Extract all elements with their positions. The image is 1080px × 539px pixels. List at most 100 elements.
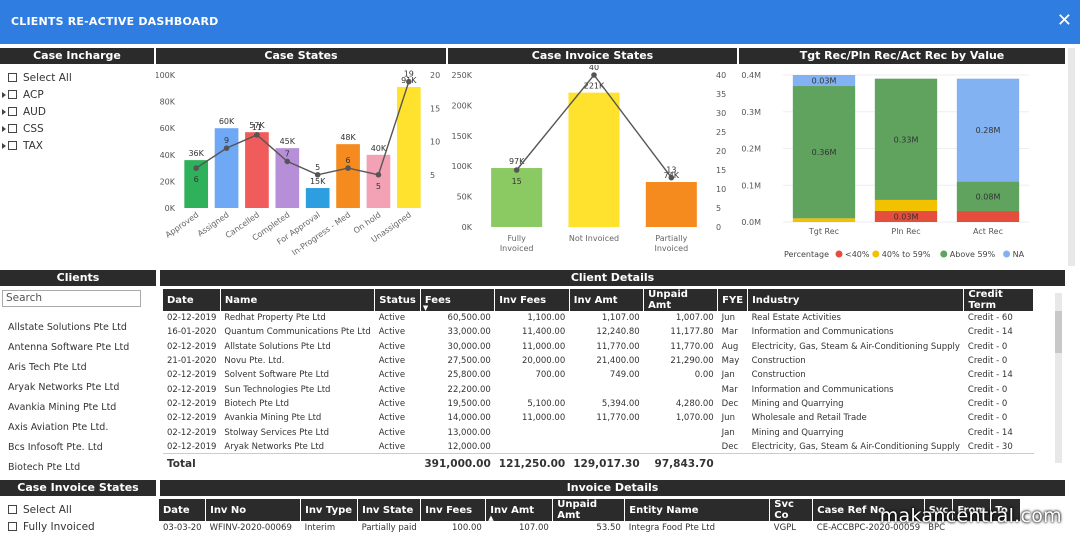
table-cell: Credit - 30 (967, 441, 1013, 452)
client-item[interactable]: Bcs Infosoft Pte. Ltd (8, 442, 103, 453)
table-cell: WFINV-2020-00069 (209, 523, 292, 534)
checkbox-icon[interactable] (8, 73, 17, 82)
sort-desc-icon[interactable]: ▼ (422, 304, 429, 312)
table-row[interactable]: 02-12-2019 Aryak Networks Pte Ltd Active 12… (163, 440, 1034, 454)
inv-column-header-1[interactable]: Inv No (205, 499, 302, 521)
column-header-1[interactable]: Name (220, 289, 376, 311)
table-cell: Interim (304, 523, 336, 534)
inv-column-header-0[interactable]: Date (159, 499, 207, 521)
expand-caret-icon[interactable] (2, 125, 6, 132)
inv-column-header-7[interactable]: Entity Name (624, 499, 771, 521)
inv-column-header-12[interactable]: To (990, 499, 1022, 521)
invoice-details-header: Invoice Details (160, 480, 1065, 496)
checkbox-icon[interactable] (8, 124, 17, 133)
count-data-label: 7 (285, 149, 290, 158)
x-tick-label: Invoiced (654, 244, 688, 253)
checkbox-icon[interactable] (8, 505, 17, 514)
y-tick-label: 0.3M (741, 108, 761, 117)
total-empty (220, 453, 375, 474)
table-cell: 53.50 (596, 523, 621, 534)
expand-caret-icon[interactable] (2, 142, 6, 149)
column-header-7[interactable]: FYE (717, 289, 749, 311)
table-row[interactable]: 02-12-2019 Solvent Software Pte Ltd Active… (163, 368, 1034, 382)
bar-data-label: 40K (371, 144, 387, 153)
scroll-thumb[interactable] (1055, 311, 1062, 353)
table-row[interactable]: 03-03-20 WFINV-2020-00069 Interim Partially… (159, 521, 1021, 535)
client-item[interactable]: Aryak Networks Pte Ltd (8, 382, 120, 393)
top-scrollbar[interactable] (1068, 48, 1075, 266)
x-tick-label: Pln Rec (891, 227, 920, 236)
inv-column-header-8[interactable]: Svc Co (769, 499, 814, 521)
column-header-0[interactable]: Date (163, 289, 221, 311)
table-row[interactable]: 02-12-2019 Stolway Services Pte Ltd Active… (163, 425, 1034, 439)
client-item[interactable]: Antenna Software Pte Ltd (8, 342, 130, 353)
select-all-option[interactable]: Select All (8, 69, 154, 86)
table-cell: Dec (721, 441, 739, 452)
select-all-option[interactable]: Select All (8, 501, 154, 518)
slicer-item-aud[interactable]: AUD (2, 103, 154, 120)
case-invoice-states-slicer-header: Case Invoice States (0, 480, 156, 496)
inv-column-header-9[interactable]: Case Ref No (812, 499, 925, 521)
column-header-5[interactable]: Inv Amt (569, 289, 645, 311)
slicer-item-fully-invoiced[interactable]: Fully Invoiced (8, 518, 154, 535)
client-item[interactable]: Axis Aviation Pte Ltd. (8, 422, 109, 433)
table-cell (569, 425, 643, 439)
column-header-6[interactable]: Unpaid Amt (643, 289, 719, 311)
total-empty (717, 453, 748, 474)
table-cell: 1,100.00 (527, 313, 566, 324)
checkbox-icon[interactable] (8, 141, 17, 150)
table-row[interactable]: 02-12-2019 Sun Technologies Pte Ltd Active… (163, 382, 1034, 396)
inv-column-header-5[interactable]: Inv Amt ▲ (485, 499, 554, 522)
clients-search-input[interactable]: Search (2, 290, 141, 307)
bar (245, 132, 269, 208)
table-cell: 11,770.00 (670, 341, 714, 352)
slicer-item-acp[interactable]: ACP (2, 86, 154, 103)
column-header-2[interactable]: Status (374, 289, 421, 311)
inv-column-header-2[interactable]: Inv Type (300, 499, 359, 521)
client-item[interactable]: Avankia Mining Pte Ltd (8, 402, 117, 413)
checkbox-icon[interactable] (8, 522, 17, 531)
case-states-chart[interactable]: 0K20K40K60K80K100K510152036KApproved60KA… (156, 65, 446, 265)
inv-column-header-10[interactable]: Svc (924, 499, 954, 521)
table-row[interactable]: 21-01-2020 Novu Pte. Ltd. Active 27,500.00 2… (163, 354, 1034, 368)
client-item[interactable]: Aris Tech Pte Ltd (8, 362, 87, 373)
inv-column-header-4[interactable]: Inv Fees (420, 499, 487, 521)
slicer-item-css[interactable]: CSS (2, 120, 154, 137)
column-header-4[interactable]: Inv Fees (494, 289, 570, 311)
table-row[interactable]: 02-12-2019 Avankia Mining Pte Ltd Active 14… (163, 411, 1034, 425)
inv-column-header-6[interactable]: Unpaid Amt (552, 499, 626, 521)
client-item[interactable]: Allstate Solutions Pte Ltd (8, 322, 127, 333)
client-details-scrollbar[interactable] (1055, 293, 1062, 463)
slicer-item-tax[interactable]: TAX (2, 137, 154, 154)
table-row[interactable]: 02-12-2019 Allstate Solutions Pte Ltd Acti… (163, 340, 1034, 354)
expand-caret-icon[interactable] (2, 108, 6, 115)
bar (396, 86, 421, 208)
bar-data-label: 45K (280, 137, 296, 146)
inv-column-header-3[interactable]: Inv State (357, 499, 422, 521)
table-cell: Redhat Property Pte Ltd (224, 313, 326, 324)
table-row[interactable]: 02-12-2019 Redhat Property Pte Ltd Active 6… (163, 311, 1034, 325)
case-invoice-states-chart[interactable]: 0K 50K 100K 150K 200K 250K 0 5 10 15 20 25 30 35 40 97K… (448, 65, 737, 265)
tgt-rec-chart[interactable]: 0.0M 0.1M 0.2M 0.3M 0.4M 0.36M 0.03M Tgt Rec 0.0… (739, 65, 1065, 265)
checkbox-icon[interactable] (8, 107, 17, 116)
column-header-8[interactable]: Industry (747, 289, 965, 311)
stack-segment (956, 210, 1020, 222)
bar-data-label: 60K (219, 117, 235, 126)
table-cell: 02-12-2019 (167, 398, 217, 409)
inv-column-header-11[interactable]: From (952, 499, 992, 521)
checkbox-icon[interactable] (8, 90, 17, 99)
table-cell: Credit - 0 (967, 413, 1008, 424)
bar (214, 128, 239, 208)
column-header-9[interactable]: Credit Term (963, 289, 1035, 311)
close-icon[interactable]: ✕ (1056, 10, 1072, 31)
total-row: Total 391,000.00 121,250.00 129,017.30 97,84… (163, 453, 1034, 474)
bar-data-label: 57K (249, 121, 265, 130)
sort-asc-icon[interactable]: ▲ (488, 514, 494, 522)
client-item[interactable]: Biotech Pte Ltd (8, 462, 81, 473)
table-row[interactable]: 16-01-2020 Quantum Communications Pte Ltd… (163, 325, 1034, 339)
table-cell: Mining and Quarrying (751, 427, 844, 438)
table-row[interactable]: 02-12-2019 Biotech Pte Ltd Active 19,500.00… (163, 397, 1034, 411)
table-cell: Active (378, 370, 406, 381)
expand-caret-icon[interactable] (2, 91, 6, 98)
column-header-3[interactable]: Fees ▼ (420, 289, 496, 312)
